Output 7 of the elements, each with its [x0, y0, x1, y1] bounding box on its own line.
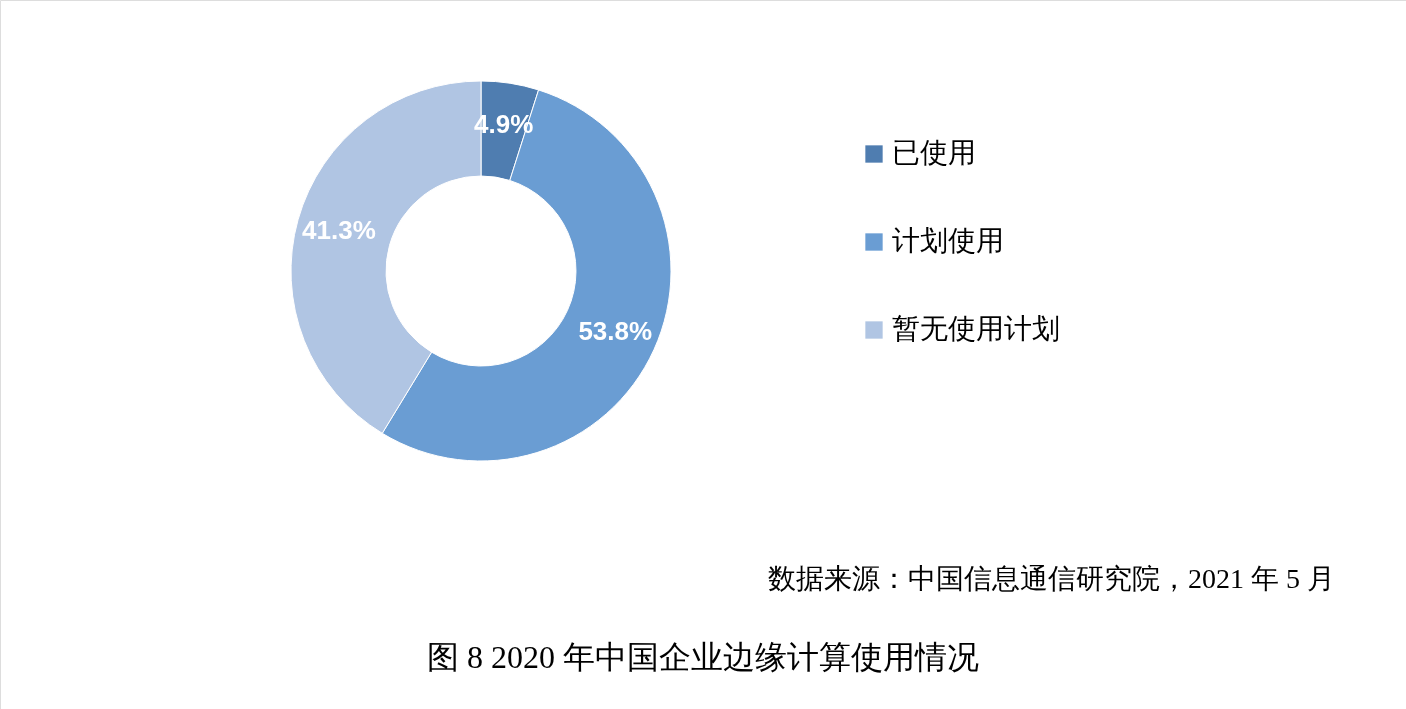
data-label: 53.8% — [578, 316, 653, 347]
legend-label: 暂无使用计划 — [892, 312, 1060, 345]
legend-label: 已使用 — [892, 136, 976, 169]
source-note: 数据来源：中国信息通信研究院，2021 年 5 月 — [768, 563, 1335, 594]
data-label: 41.3% — [302, 215, 376, 246]
legend-label: 计划使用 — [892, 224, 1004, 257]
text: 图 8 2020 年中国企业边缘计算使用情况 — [427, 639, 979, 675]
